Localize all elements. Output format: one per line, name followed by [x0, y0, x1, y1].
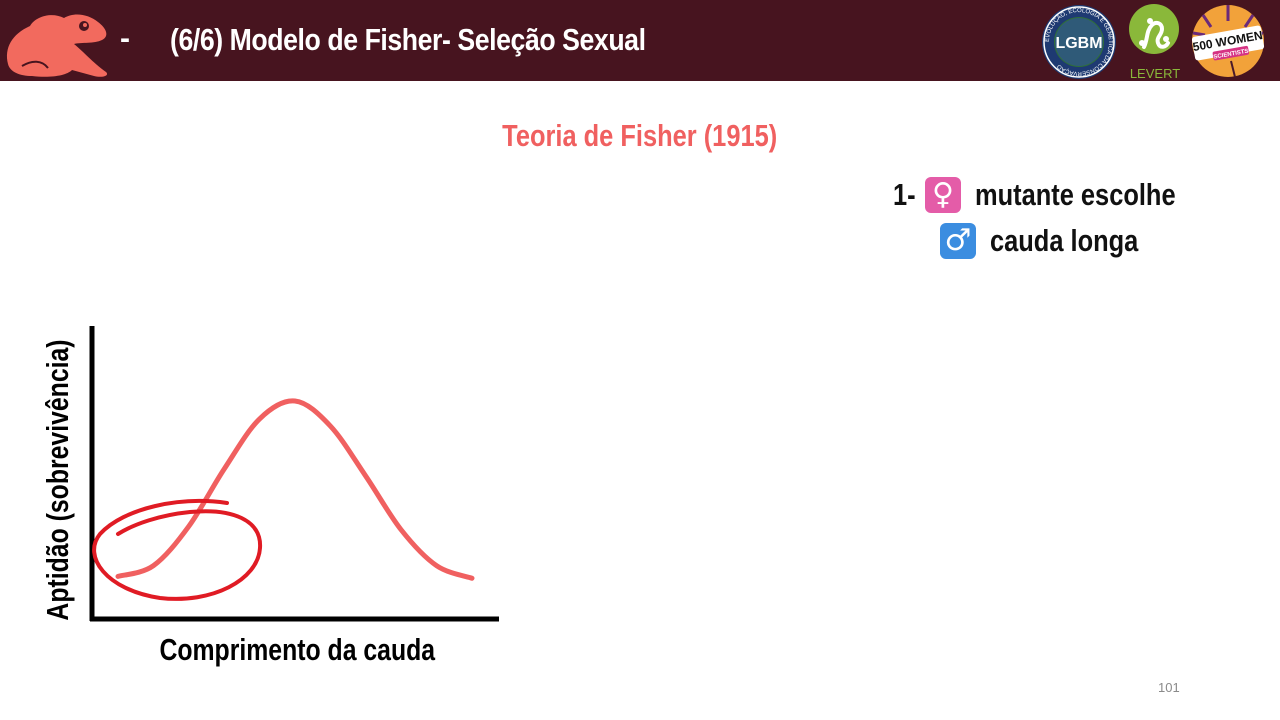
point-line-1: 1- ♀ mutante escolhe — [893, 175, 1220, 213]
500-women-scientists-logo-icon: 500 WOMEN SCIENTISTS — [1192, 5, 1265, 78]
fitness-curve-line — [115, 398, 475, 581]
x-axis-label-text: Comprimento da cauda — [159, 632, 435, 667]
slide-subtitle: Teoria de Fisher (1915) — [0, 118, 1280, 154]
point-text-line-2: cauda longa — [990, 222, 1139, 258]
lgbm-logo-icon: EVOLUÇÃO, ECOLOGIA E GENÉTICA DA CONSERV… — [1042, 5, 1116, 79]
lgbm-logo-text: LGBM — [1055, 35, 1102, 52]
slide-title: (6/6) Modelo de Fisher- Seleção Sexual — [170, 22, 646, 57]
frog-logo-icon — [6, 14, 108, 77]
subtitle-text: Teoria de Fisher (1915) — [502, 118, 778, 153]
x-axis-label: Comprimento da cauda — [92, 632, 502, 668]
y-axis-label: Aptidão (sobrevivência) — [40, 339, 75, 621]
female-symbol-icon: ♀ — [925, 176, 961, 213]
levert-logo-text: LEVERT — [1130, 66, 1180, 81]
point-text-line-1: mutante escolhe — [975, 176, 1176, 212]
levert-logo-icon: LEVERT — [1129, 4, 1180, 81]
page-number: 101 — [1158, 680, 1180, 695]
header-banner: - (6/6) Modelo de Fisher- Seleção Sexual… — [0, 0, 1280, 81]
title-dash: - — [120, 22, 130, 55]
male-symbol-icon: ♂ — [940, 222, 976, 259]
point-line-2: ♂ cauda longa — [940, 221, 1171, 259]
point-number: 1- — [893, 176, 916, 212]
annotation-circle — [92, 499, 263, 601]
